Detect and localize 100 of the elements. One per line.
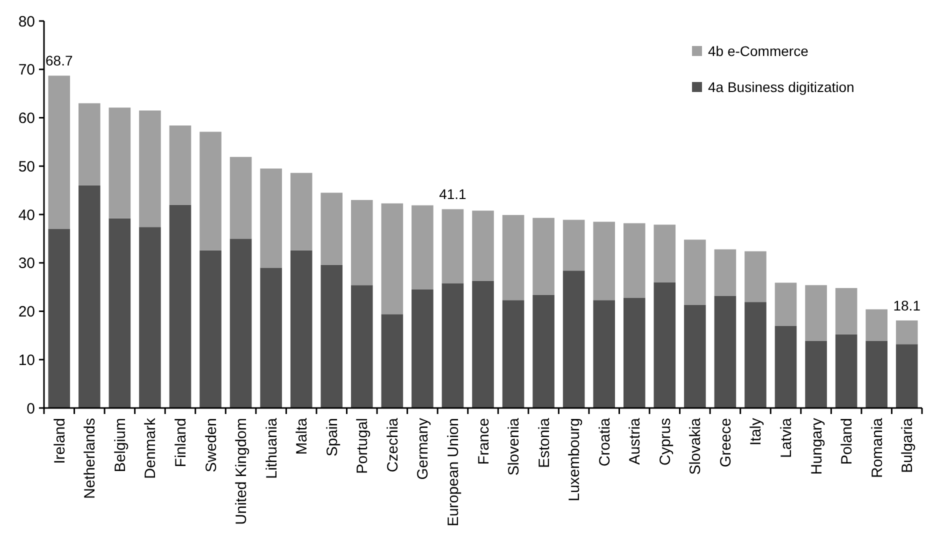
bar (350, 285, 373, 408)
bar (593, 222, 616, 300)
bar (866, 340, 888, 408)
bar (532, 294, 554, 408)
x-tick-label: United Kingdom (233, 418, 250, 525)
bar (200, 132, 222, 250)
bar (835, 334, 858, 408)
bar (532, 218, 554, 295)
bar (684, 240, 706, 305)
bar (744, 302, 766, 408)
bar (805, 285, 827, 341)
bar (623, 223, 646, 298)
bar (230, 156, 252, 239)
x-tick-label: Cyprus (656, 418, 674, 466)
bar (502, 214, 524, 300)
x-tick-label: France (475, 418, 492, 465)
total-label: 68.7 (46, 52, 73, 69)
x-tick-label: Netherlands (82, 418, 99, 499)
bar (684, 304, 706, 408)
bar (320, 264, 343, 408)
bar (230, 238, 252, 408)
bar (412, 205, 434, 290)
x-tick-label: Spain (324, 418, 341, 456)
x-tick-label: Italy (748, 418, 765, 446)
x-tick-label: Germany (414, 418, 432, 480)
y-tick-label: 20 (18, 304, 35, 320)
bar (654, 224, 676, 282)
x-tick-label: Czechia (384, 417, 402, 472)
y-tick-label: 0 (26, 400, 35, 418)
x-tick-label: Ireland (51, 418, 68, 464)
bar (472, 280, 494, 408)
y-tick-label: 50 (18, 158, 35, 176)
x-tick-label: Lithuania (263, 417, 280, 479)
x-tick-label: Romania (868, 417, 886, 478)
bar (866, 309, 888, 341)
bar (502, 300, 524, 408)
bar (562, 220, 585, 271)
y-tick-label: 10 (18, 352, 35, 369)
bar (714, 249, 736, 296)
bar (654, 282, 676, 408)
legend-label: 4a Business digitization (708, 79, 854, 95)
bar (412, 289, 434, 408)
bar (260, 168, 282, 268)
bar (320, 192, 343, 265)
x-tick-label: Poland (838, 418, 856, 465)
x-tick-label: Croatia (596, 417, 614, 466)
bar (108, 108, 131, 218)
x-tick-label: European Union (444, 418, 462, 526)
bar (78, 103, 100, 186)
x-tick-label: Greece (717, 418, 734, 468)
y-tick-label: 30 (18, 255, 35, 272)
x-tick-label: Portugal (354, 418, 372, 474)
bar (139, 110, 161, 228)
y-tick-label: 40 (18, 206, 35, 224)
x-tick-label: Finland (172, 418, 190, 468)
y-tick-label: 70 (18, 62, 35, 79)
bar (714, 296, 736, 408)
x-tick-label: Sweden (202, 418, 220, 472)
bar (623, 298, 646, 408)
total-label: 18.1 (893, 297, 921, 314)
bar (442, 209, 464, 284)
bar (442, 283, 464, 408)
x-tick-label: Denmark (142, 418, 160, 479)
bar (290, 250, 312, 408)
bar (139, 227, 161, 408)
bar (562, 270, 585, 408)
x-tick-label: Austria (626, 417, 644, 465)
x-tick-label: Slovenia (506, 417, 523, 476)
x-tick-label: Belgium (112, 418, 129, 472)
bar (260, 268, 282, 408)
y-tick-label: 60 (18, 110, 35, 127)
y-tick-label: 80 (18, 13, 35, 30)
bar (805, 340, 827, 408)
bar (78, 185, 100, 408)
bar (169, 125, 192, 205)
total-label: 41.1 (439, 186, 467, 202)
x-tick-label: Slovakia (687, 417, 704, 475)
x-tick-label: Hungary (808, 418, 826, 475)
bar (593, 300, 616, 408)
bar (896, 344, 918, 408)
x-tick-label: Bulgaria (899, 417, 916, 474)
bar (774, 282, 797, 326)
bar (200, 250, 222, 408)
bar (381, 203, 404, 314)
x-tick-label: Luxembourg (566, 418, 584, 502)
x-tick-label: Estonia (536, 417, 553, 468)
legend-label: 4b e-Commerce (708, 43, 809, 59)
bar (48, 229, 70, 408)
x-tick-label: Latvia (778, 417, 796, 458)
bar (350, 200, 373, 286)
bar (835, 288, 858, 334)
bar (744, 251, 766, 302)
bar (896, 320, 918, 344)
bar (774, 326, 797, 408)
bar (169, 204, 192, 408)
bar (108, 218, 131, 408)
bar (290, 172, 312, 250)
bar (472, 210, 494, 281)
bar (381, 314, 404, 408)
x-tick-label: Malta (294, 417, 311, 455)
